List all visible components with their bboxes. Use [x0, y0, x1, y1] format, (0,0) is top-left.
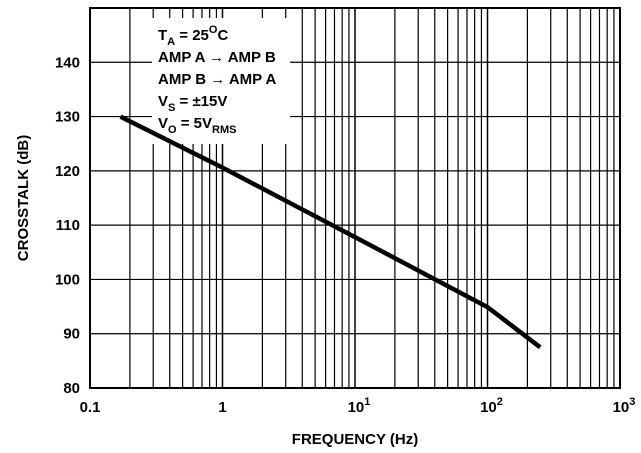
annotation-background: [152, 18, 290, 144]
y-axis-title: CROSSTALK (dB): [15, 135, 32, 261]
x-tick-labels: 0.1 1 101 102 103: [80, 396, 636, 416]
y-tick-label: 120: [55, 163, 80, 180]
x-tick-label: 0.1: [80, 399, 101, 416]
y-tick-labels: 80 90 100 110 120 130 140: [55, 54, 80, 397]
y-tick-label: 130: [55, 109, 80, 126]
y-tick-label: 90: [63, 326, 80, 343]
x-axis-title: FREQUENCY (Hz): [292, 431, 418, 448]
annotation-line: AMP B → AMP A: [158, 71, 277, 88]
annotation-line: VS = ±15V: [158, 93, 227, 114]
y-tick-label: 110: [56, 217, 80, 234]
y-tick-label: 100: [55, 271, 80, 288]
y-tick-label: 80: [63, 380, 80, 397]
crosstalk-line: [119, 114, 542, 350]
annotation-line: VO = 5VRMS: [158, 115, 236, 136]
annotation-line: AMP A → AMP B: [158, 49, 276, 66]
x-tick-label: 102: [480, 396, 503, 416]
y-tick-label: 140: [55, 54, 80, 71]
x-tick-label: 101: [348, 396, 371, 416]
series-layer: [119, 114, 542, 350]
x-tick-label: 103: [613, 396, 636, 416]
plot-frame: [89, 7, 621, 389]
x-tick-label: 1: [218, 399, 226, 416]
annotation-line: TA = 25OC: [158, 24, 228, 48]
